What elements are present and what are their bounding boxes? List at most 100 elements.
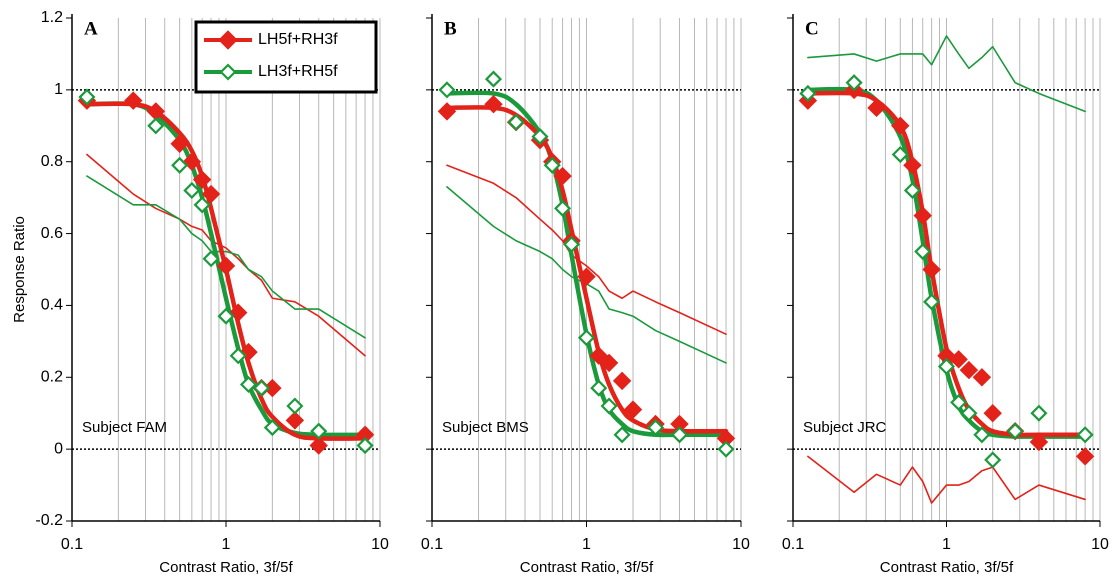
legend-label: LH5f+RH3f bbox=[258, 31, 338, 48]
y-tick-label: 1.2 bbox=[41, 9, 63, 26]
data-point bbox=[124, 91, 143, 110]
data-point bbox=[845, 74, 863, 92]
subject-label: Subject BMS bbox=[442, 419, 529, 436]
x-axis-label: Contrast Ratio, 3f/5f bbox=[880, 559, 1014, 576]
panel-letter: C bbox=[805, 18, 819, 39]
data-point bbox=[484, 70, 503, 88]
data-point bbox=[437, 102, 457, 121]
data-point bbox=[531, 128, 549, 146]
x-tick-label: 10 bbox=[1091, 536, 1109, 553]
legend-marker bbox=[219, 63, 237, 81]
data-line bbox=[807, 35, 1086, 113]
data-point bbox=[903, 156, 922, 175]
data-point bbox=[309, 436, 328, 455]
x-tick-label: 1 bbox=[582, 536, 591, 553]
data-point bbox=[891, 116, 910, 135]
y-tick-label: -0.2 bbox=[35, 512, 63, 529]
data-point bbox=[577, 329, 596, 347]
data-point bbox=[170, 134, 189, 153]
y-tick-label: 1 bbox=[54, 81, 63, 98]
data-point bbox=[983, 404, 1002, 423]
data-point bbox=[201, 184, 221, 204]
x-tick-label: 1 bbox=[222, 536, 231, 553]
data-point bbox=[252, 379, 271, 397]
data-point bbox=[484, 95, 503, 114]
data-point bbox=[717, 440, 735, 458]
data-point bbox=[553, 166, 572, 186]
data-point bbox=[1075, 447, 1095, 466]
data-point bbox=[285, 411, 305, 430]
data-point bbox=[239, 375, 258, 394]
data-point bbox=[590, 379, 608, 397]
data-point bbox=[891, 145, 909, 164]
data-point bbox=[922, 260, 941, 279]
data-line bbox=[86, 175, 366, 339]
data-point bbox=[914, 242, 932, 261]
panel-letter: B bbox=[444, 18, 457, 39]
data-point bbox=[1006, 422, 1024, 440]
legend-label: LH3f+RH5f bbox=[258, 63, 338, 80]
y-tick-label: 0.6 bbox=[41, 225, 63, 242]
data-point bbox=[960, 404, 978, 422]
data-point bbox=[647, 419, 665, 437]
data-point bbox=[286, 397, 304, 415]
data-point bbox=[950, 393, 968, 411]
data-point bbox=[554, 199, 572, 217]
data-point bbox=[1076, 426, 1094, 444]
data-point bbox=[600, 397, 618, 415]
data-point bbox=[216, 256, 236, 276]
x-tick-label: 10 bbox=[732, 536, 750, 553]
data-point bbox=[670, 426, 689, 444]
panel: 0.1 1 10 -0.2 0 0.2 0.4 0.6 0.8 1 1.2 A Subject FAM C… bbox=[11, 9, 389, 576]
data-point bbox=[183, 181, 201, 200]
data-point bbox=[217, 307, 235, 325]
y-tick-label: 0 bbox=[54, 440, 63, 457]
data-point bbox=[867, 98, 886, 118]
y-tick-label: 0.2 bbox=[41, 369, 63, 386]
data-point bbox=[310, 422, 328, 440]
x-tick-label: 10 bbox=[371, 536, 389, 553]
data-point bbox=[923, 293, 941, 311]
data-line bbox=[807, 455, 1086, 504]
data-point bbox=[984, 451, 1002, 469]
x-tick-label: 0.1 bbox=[782, 536, 804, 553]
data-point bbox=[171, 156, 189, 174]
panel: 0.1 1 10 C Subject JRC Contrast Ratio, 3f/5f bbox=[782, 14, 1109, 576]
data-point bbox=[972, 368, 992, 387]
data-line bbox=[86, 153, 366, 357]
data-point bbox=[182, 152, 202, 171]
x-axis-label: Contrast Ratio, 3f/5f bbox=[159, 559, 293, 576]
data-point bbox=[613, 426, 631, 444]
data-point bbox=[599, 353, 619, 373]
x-tick-label: 0.1 bbox=[421, 536, 443, 553]
y-tick-label: 0.4 bbox=[41, 297, 63, 314]
data-point bbox=[78, 88, 96, 106]
x-tick-label: 0.1 bbox=[61, 536, 83, 553]
data-point bbox=[913, 206, 932, 225]
data-point bbox=[192, 170, 212, 189]
x-axis-label: Contrast Ratio, 3f/5f bbox=[520, 559, 654, 576]
data-point bbox=[202, 250, 220, 268]
x-tick-label: 1 bbox=[942, 536, 951, 553]
data-point bbox=[612, 371, 632, 391]
legend-marker bbox=[218, 30, 238, 50]
data-point bbox=[356, 436, 374, 455]
data-point bbox=[1029, 432, 1049, 452]
data-point bbox=[543, 156, 561, 174]
y-axis-label: Response Ratio bbox=[11, 216, 28, 323]
data-point bbox=[949, 350, 968, 369]
data-line bbox=[446, 164, 727, 335]
data-point bbox=[147, 117, 165, 135]
panel: 0.1 1 10 B Subject BMS Contrast Ratio, 3f/5f bbox=[421, 14, 750, 576]
data-point bbox=[937, 357, 956, 376]
panel-letter: A bbox=[84, 18, 98, 39]
data-point bbox=[623, 400, 643, 419]
data-point bbox=[1030, 404, 1048, 422]
data-point bbox=[562, 235, 581, 253]
data-point bbox=[959, 360, 979, 380]
subject-label: Subject JRC bbox=[803, 419, 887, 436]
data-point bbox=[799, 84, 817, 103]
y-tick-label: 0.8 bbox=[41, 153, 63, 170]
data-point bbox=[438, 81, 456, 99]
